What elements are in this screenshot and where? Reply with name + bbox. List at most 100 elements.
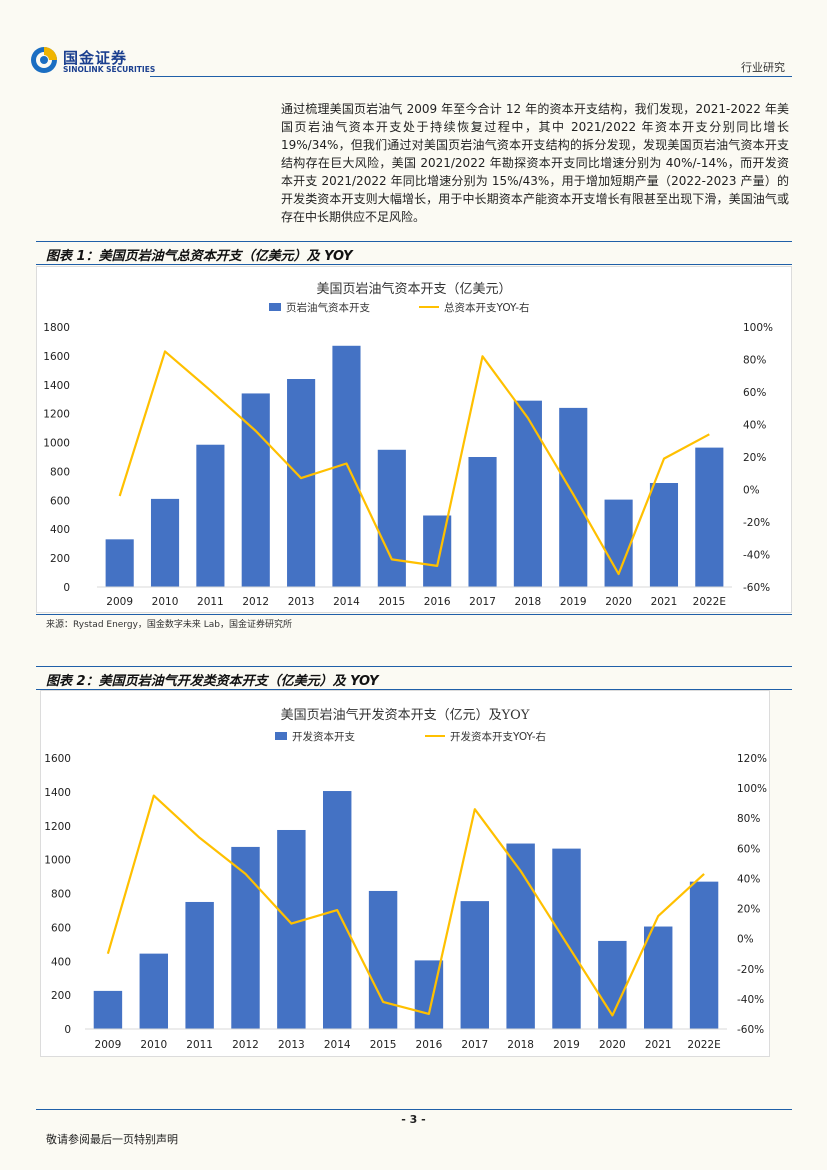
x-axis-tick-label: 2010 <box>140 1039 167 1051</box>
x-axis-tick-label: 2015 <box>370 1039 397 1051</box>
bar-2019 <box>552 848 581 1029</box>
bar-2013 <box>277 829 306 1029</box>
x-axis-tick-label: 2017 <box>469 596 496 608</box>
x-axis-tick-label: 2018 <box>515 596 542 608</box>
x-axis-tick-label: 2016 <box>424 596 451 608</box>
left-axis-tick-label: 1200 <box>44 821 71 833</box>
right-axis-tick-label: 60% <box>743 387 766 399</box>
left-axis-tick-label: 1400 <box>43 380 70 392</box>
figure2-title: 图表 2：美国页岩油气开发类资本开支（亿美元）及 YOY <box>46 674 379 689</box>
left-axis-tick-label: 400 <box>51 956 71 968</box>
bar-2019 <box>559 407 588 587</box>
bar-2012 <box>241 393 270 587</box>
left-axis-tick-label: 1400 <box>44 787 71 799</box>
footer-rule <box>36 1109 792 1110</box>
bar-2010 <box>150 498 180 587</box>
chart-title: 美国页岩油气开发资本开支（亿元）及YOY <box>281 707 530 723</box>
right-axis-tick-label: -60% <box>743 582 770 594</box>
legend-bar-label: 开发资本开支 <box>292 730 355 743</box>
x-axis-tick-label: 2011 <box>197 596 224 608</box>
report-section-label: 行业研究 <box>741 61 785 74</box>
yoy-line <box>106 794 705 1017</box>
left-axis-tick-label: 200 <box>50 553 70 565</box>
yoy-line <box>118 350 710 576</box>
legend-bar-swatch <box>269 303 281 311</box>
bar-2013 <box>287 379 316 587</box>
logo-mark-icon <box>31 47 57 73</box>
left-axis-tick-label: 600 <box>51 922 71 934</box>
right-axis-tick-label: -40% <box>743 550 770 562</box>
bar-2015 <box>368 890 398 1029</box>
bar-2016 <box>423 515 452 587</box>
x-axis-tick-label: 2013 <box>288 596 315 608</box>
left-axis-tick-label: 1600 <box>44 753 71 765</box>
bar-2022E <box>695 447 724 587</box>
company-logo: 国金证券 SINOLINK SECURITIES <box>30 46 155 76</box>
logo-text-cn: 国金证券 <box>63 49 128 67</box>
x-axis-tick-label: 2011 <box>186 1039 213 1051</box>
left-axis-tick-label: 1200 <box>43 409 70 421</box>
x-axis-tick-label: 2013 <box>278 1039 305 1051</box>
left-axis-tick-label: 1600 <box>43 351 70 363</box>
bar-2018 <box>506 843 535 1029</box>
bar-2012 <box>231 846 260 1029</box>
right-axis-tick-label: -60% <box>737 1024 764 1036</box>
legend-line-label: 总资本开支YOY-右 <box>444 301 530 314</box>
right-axis-tick-label: 100% <box>743 322 773 334</box>
x-axis-tick-label: 2015 <box>378 596 405 608</box>
intro-paragraph: 通过梳理美国页岩油气 2009 年至今合计 12 年的资本开支结构，我们发现，2… <box>281 102 789 224</box>
right-axis-tick-label: -20% <box>737 964 764 976</box>
right-axis-tick-label: 60% <box>737 843 760 855</box>
left-axis-tick-label: 400 <box>50 524 70 536</box>
bar-2017 <box>468 457 497 587</box>
left-axis-tick-label: 0 <box>63 582 70 594</box>
x-axis-tick-label: 2022E <box>693 596 726 608</box>
x-axis-tick-label: 2021 <box>651 596 678 608</box>
legend-bar-label: 页岩油气资本开支 <box>286 301 370 314</box>
header-divider <box>150 76 792 77</box>
x-axis-tick-label: 2018 <box>507 1039 534 1051</box>
bar-2021 <box>643 926 673 1029</box>
left-axis-tick-label: 1800 <box>43 322 70 334</box>
bar-2015 <box>377 449 406 587</box>
bar-2010 <box>139 953 169 1029</box>
right-axis-tick-label: 40% <box>737 873 760 885</box>
chart-title: 美国页岩油气资本开支（亿美元） <box>316 281 511 297</box>
x-axis-tick-label: 2010 <box>152 596 179 608</box>
figure2-bottom-rule <box>36 689 792 690</box>
figure1-chart-svg: 美国页岩油气资本开支（亿美元） 页岩油气资本开支 总资本开支YOY-右 0 200 400… <box>43 281 773 608</box>
x-axis-tick-label: 2012 <box>242 596 269 608</box>
right-axis-tick-label: 20% <box>737 904 760 916</box>
left-axis-tick-label: 800 <box>50 466 70 478</box>
x-axis-tick-label: 2009 <box>95 1039 122 1051</box>
x-axis-tick-label: 2014 <box>324 1039 351 1051</box>
bar-2011 <box>185 901 214 1029</box>
footer-disclaimer: 敬请参阅最后一页特别声明 <box>46 1133 178 1146</box>
figure1-chart: 美国页岩油气资本开支（亿美元） 页岩油气资本开支 总资本开支YOY-右 0 200 400… <box>36 266 792 613</box>
bar-2017 <box>460 901 490 1029</box>
left-axis-tick-label: 800 <box>51 889 71 901</box>
right-axis-tick-label: 0% <box>743 485 760 497</box>
figure1-title: 图表 1：美国页岩油气总资本开支（亿美元）及 YOY <box>46 249 353 264</box>
x-axis-tick-label: 2020 <box>605 596 632 608</box>
left-axis-tick-label: 0 <box>64 1024 71 1036</box>
x-axis-tick-label: 2017 <box>461 1039 488 1051</box>
legend-bar-swatch <box>275 732 287 740</box>
source-note: 来源：Rystad Energy，国金数字未来 Lab，国金证券研究所 <box>46 620 293 630</box>
x-axis-tick-label: 2021 <box>645 1039 672 1051</box>
right-axis-tick-label: 80% <box>743 355 766 367</box>
bar-2009 <box>93 990 123 1029</box>
figure2-chart-svg: 美国页岩油气开发资本开支（亿元）及YOY 开发资本开支 开发资本开支YOY-右 0 20… <box>44 707 767 1051</box>
bar-2022E <box>689 881 719 1029</box>
bar-2021 <box>649 483 679 587</box>
right-axis-tick-label: 20% <box>743 452 766 464</box>
bar-2011 <box>196 444 225 587</box>
x-axis-tick-label: 2012 <box>232 1039 259 1051</box>
right-axis-tick-label: 0% <box>737 934 754 946</box>
x-axis-tick-label: 2020 <box>599 1039 626 1051</box>
figure2-chart: 美国页岩油气开发资本开支（亿元）及YOY 开发资本开支 开发资本开支YOY-右 0 20… <box>40 690 770 1057</box>
bar-2018 <box>513 400 542 587</box>
x-axis-tick-label: 2022E <box>687 1039 720 1051</box>
left-axis-tick-label: 1000 <box>43 438 70 450</box>
left-axis-tick-label: 200 <box>51 990 71 1002</box>
